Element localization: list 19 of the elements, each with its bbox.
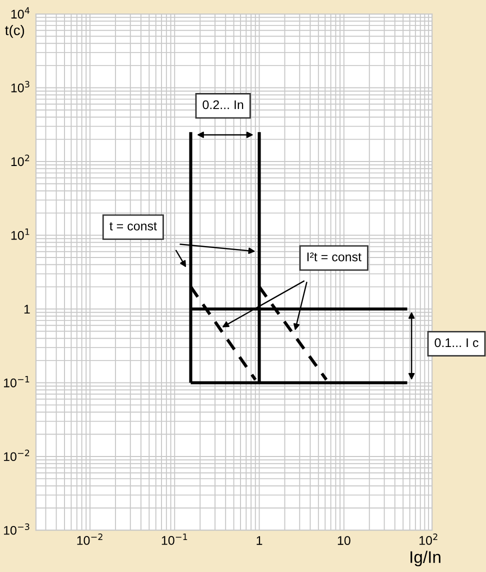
y-tick-label: 10$^{4}$ bbox=[11, 7, 30, 19]
annotation: I²t = const bbox=[307, 252, 362, 262]
x-tick-label: 10$^{−1}$ bbox=[162, 534, 188, 545]
y-axis-title: t(c) bbox=[5, 24, 24, 38]
x-tick-label: 1 bbox=[256, 536, 262, 545]
x-axis-title: Ig/In bbox=[410, 550, 440, 566]
y-tick-label: 10$^{3}$ bbox=[11, 80, 30, 92]
x-tick-label: 10$^{2}$ bbox=[420, 533, 438, 545]
y-tick-label: 10$^{−1}$ bbox=[4, 376, 30, 388]
text: 0.1... I c bbox=[434, 338, 478, 348]
y-tick-label: 10$^{−2}$ bbox=[4, 450, 30, 462]
y-tick-label: 1 bbox=[24, 304, 30, 314]
x-tick-label: 10 bbox=[338, 536, 350, 545]
x-tick-label: 10$^{−2}$ bbox=[77, 533, 102, 545]
y-tick-label: 10$^{1}$ bbox=[11, 228, 30, 240]
y-tick-label: 10$^{2}$ bbox=[11, 154, 30, 166]
y-tick-label: 10$^{−3}$ bbox=[4, 523, 30, 535]
annotation: t = const bbox=[110, 222, 157, 230]
annotation: 0.2... In bbox=[202, 100, 244, 110]
